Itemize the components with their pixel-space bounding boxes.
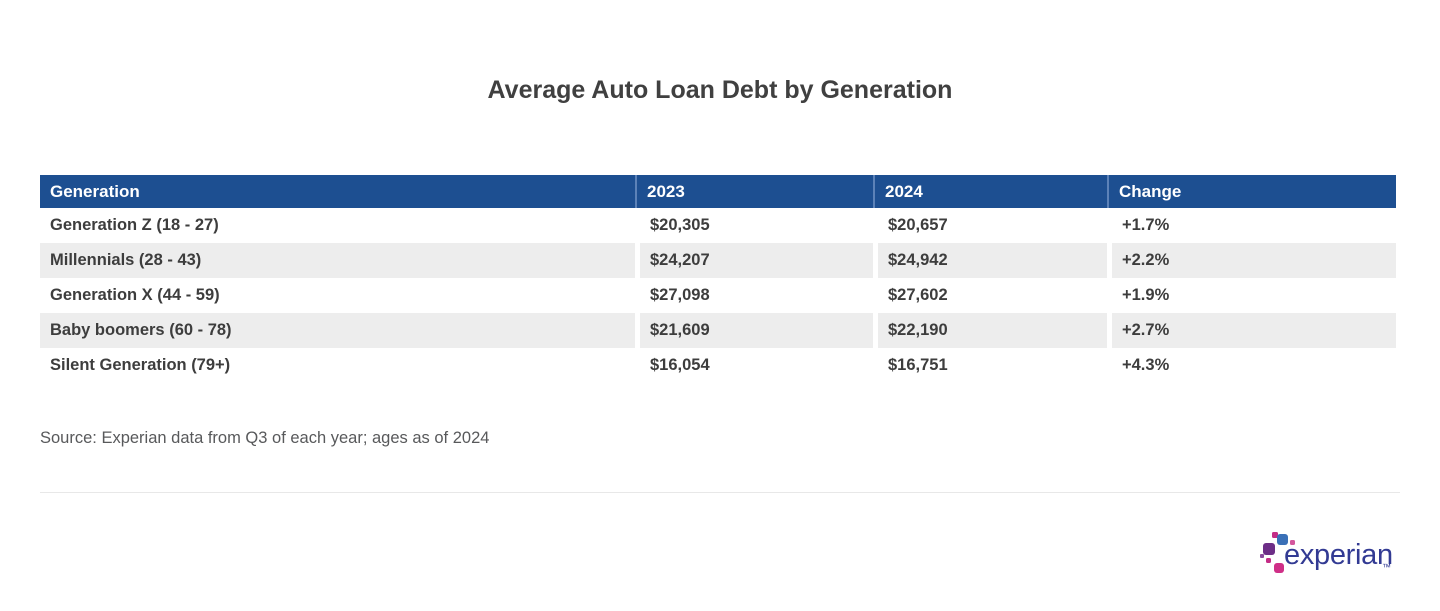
- experian-logo: experian ™: [1256, 524, 1406, 584]
- cell-change: +2.7%: [1107, 313, 1396, 348]
- cell-2023: $16,054: [635, 348, 873, 383]
- experian-logo-block-icon: [1274, 563, 1284, 573]
- experian-logo-block-icon: [1277, 534, 1288, 545]
- header-row: Generation 2023 2024 Change: [40, 175, 1396, 208]
- experian-logo-block-icon: [1290, 540, 1295, 545]
- cell-generation: Silent Generation (79+): [40, 348, 635, 383]
- experian-wordmark: experian: [1284, 539, 1393, 571]
- cell-change: +1.7%: [1107, 208, 1396, 243]
- cell-2024: $27,602: [873, 278, 1107, 313]
- cell-change: +2.2%: [1107, 243, 1396, 278]
- column-header-generation: Generation: [40, 175, 635, 208]
- cell-change: +4.3%: [1107, 348, 1396, 383]
- cell-change: +1.9%: [1107, 278, 1396, 313]
- cell-2023: $20,305: [635, 208, 873, 243]
- cell-2024: $16,751: [873, 348, 1107, 383]
- experian-logo-block-icon: [1266, 558, 1271, 563]
- column-header-2024: 2024: [873, 175, 1107, 208]
- table-row: Millennials (28 - 43) $24,207 $24,942 +2…: [40, 243, 1396, 278]
- cell-generation: Generation Z (18 - 27): [40, 208, 635, 243]
- table-row: Baby boomers (60 - 78) $21,609 $22,190 +…: [40, 313, 1396, 348]
- cell-generation: Millennials (28 - 43): [40, 243, 635, 278]
- table-row: Silent Generation (79+) $16,054 $16,751 …: [40, 348, 1396, 383]
- table-header: Generation 2023 2024 Change: [40, 175, 1396, 208]
- page-title: Average Auto Loan Debt by Generation: [487, 76, 953, 104]
- experian-logo-block-icon: [1272, 532, 1278, 538]
- cell-2024: $22,190: [873, 313, 1107, 348]
- cell-2023: $24,207: [635, 243, 873, 278]
- experian-logo-block-icon: [1260, 554, 1264, 558]
- column-header-2023: 2023: [635, 175, 873, 208]
- source-note: Source: Experian data from Q3 of each ye…: [40, 429, 490, 447]
- trademark-symbol: ™: [1382, 562, 1391, 572]
- table-row: Generation X (44 - 59) $27,098 $27,602 +…: [40, 278, 1396, 313]
- cell-2024: $24,942: [873, 243, 1107, 278]
- cell-generation: Generation X (44 - 59): [40, 278, 635, 313]
- experian-logo-block-icon: [1263, 543, 1275, 555]
- auto-loan-debt-table: Generation 2023 2024 Change Generation Z…: [40, 175, 1396, 383]
- table-row: Generation Z (18 - 27) $20,305 $20,657 +…: [40, 208, 1396, 243]
- cell-2023: $27,098: [635, 278, 873, 313]
- cell-2023: $21,609: [635, 313, 873, 348]
- cell-generation: Baby boomers (60 - 78): [40, 313, 635, 348]
- footer-divider-line: [40, 492, 1400, 493]
- cell-2024: $20,657: [873, 208, 1107, 243]
- column-header-change: Change: [1107, 175, 1396, 208]
